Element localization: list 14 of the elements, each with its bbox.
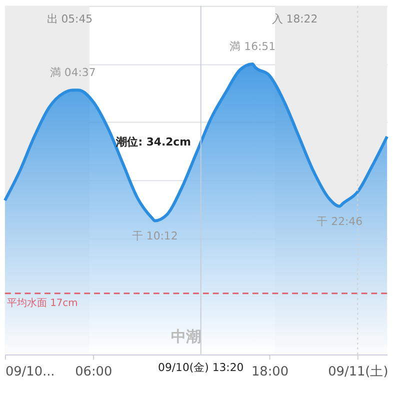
annotation: 干 10:12 bbox=[132, 230, 178, 243]
band-label: 出 05:45 bbox=[46, 12, 93, 26]
annotation: 干 22:46 bbox=[316, 215, 363, 228]
ref-line-label: 09/10(金) 13:20 bbox=[158, 361, 244, 374]
ref-line-label: 平均水面 17cm bbox=[6, 297, 78, 310]
x-tick-label: 09/10... bbox=[5, 364, 55, 380]
x-tick-label: 09/11(土) bbox=[328, 364, 388, 380]
annotation: 中潮 bbox=[171, 328, 202, 346]
annotation: 潮位: 34.2cm bbox=[115, 135, 191, 148]
annotation: 満 16:51 bbox=[230, 40, 276, 54]
band-label: 入 18:22 bbox=[272, 12, 318, 26]
x-tick-label: 18:00 bbox=[251, 364, 289, 380]
annotation: 満 04:37 bbox=[50, 66, 96, 80]
x-tick-label: 06:00 bbox=[75, 364, 112, 380]
